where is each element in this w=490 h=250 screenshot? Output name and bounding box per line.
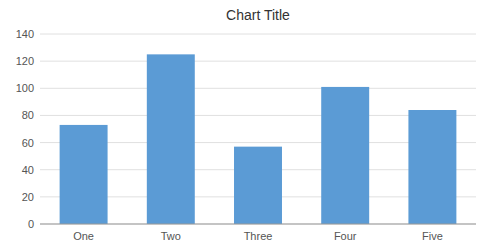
grid-line [40, 224, 476, 225]
y-tick-label: 40 [22, 164, 34, 176]
chart: Chart Title 0 20 40 60 80 100 120 140 One Two Three… [0, 0, 490, 250]
x-tick-label: Four [334, 230, 357, 242]
grid [40, 34, 476, 224]
grid-line [40, 34, 476, 35]
bar [234, 147, 282, 224]
y-tick-label: 80 [22, 109, 34, 121]
bar [147, 54, 195, 224]
y-tick-label: 60 [22, 137, 34, 149]
bars [60, 54, 457, 224]
x-tick-label: Three [244, 230, 273, 242]
bar [60, 125, 108, 224]
x-tick-label: One [73, 230, 94, 242]
y-tick-label: 140 [16, 28, 34, 40]
x-tick-label: Two [161, 230, 181, 242]
y-tick-label: 100 [16, 82, 34, 94]
title: Chart Title [226, 7, 290, 23]
grid-line [40, 88, 476, 89]
x-tick-label: Five [422, 230, 443, 242]
y-tick-label: 0 [28, 218, 34, 230]
x-axis-line [40, 224, 476, 225]
bar [321, 87, 369, 224]
grid-line [40, 61, 476, 62]
y-tick-label: 120 [16, 55, 34, 67]
bar [408, 110, 456, 224]
y-tick-label: 20 [22, 191, 34, 203]
